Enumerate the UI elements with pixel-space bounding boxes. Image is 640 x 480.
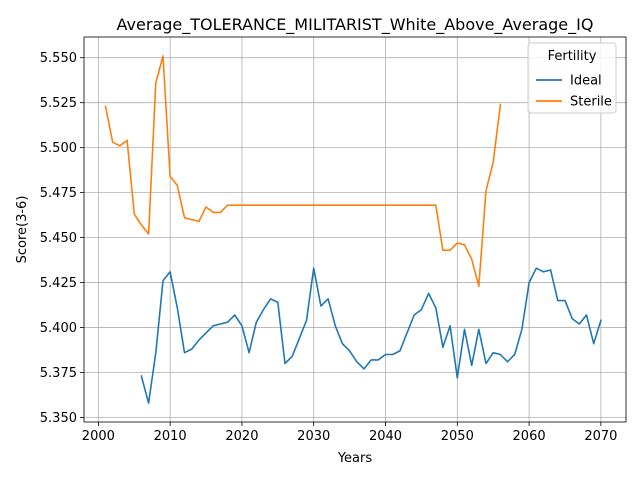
y-axis-label: Score(3-6) xyxy=(15,196,30,264)
y-tick-label: 5.425 xyxy=(40,276,77,291)
legend: Fertility Ideal Sterile xyxy=(527,42,617,114)
legend-label-sterile: Sterile xyxy=(570,95,612,110)
plot-area-frame xyxy=(83,36,627,423)
x-axis-label: Years xyxy=(337,451,373,466)
x-tick-label: 2040 xyxy=(369,429,402,444)
x-tick-label: 2050 xyxy=(441,429,474,444)
y-tick-label: 5.475 xyxy=(40,186,77,201)
chart-title: Average_TOLERANCE_MILITARIST_White_Above… xyxy=(117,15,594,35)
series-line-ideal xyxy=(140,267,602,404)
x-tick-label: 2060 xyxy=(513,429,546,444)
x-tick-label: 2020 xyxy=(225,429,258,444)
legend-entries: Ideal Sterile xyxy=(536,74,612,110)
legend-frame xyxy=(527,42,617,114)
y-axis-ticks: 5.350 5.375 5.400 5.425 5.450 5.475 5.500 5.525… xyxy=(40,51,84,426)
legend-title: Fertility xyxy=(548,49,597,64)
x-tick-label: 2070 xyxy=(584,429,617,444)
legend-label-ideal: Ideal xyxy=(570,74,602,89)
series-line-sterile xyxy=(104,55,502,288)
y-tick-label: 5.525 xyxy=(40,96,77,111)
y-tick-label: 5.450 xyxy=(40,231,77,246)
x-tick-label: 2030 xyxy=(297,429,330,444)
y-tick-label: 5.400 xyxy=(40,321,77,336)
x-axis-ticks: 2000 2010 2020 2030 2040 2050 2060 2070 xyxy=(82,422,617,444)
y-tick-label: 5.375 xyxy=(40,366,77,381)
x-tick-label: 2010 xyxy=(154,429,187,444)
y-tick-label: 5.350 xyxy=(40,411,77,426)
x-tick-label: 2000 xyxy=(82,429,115,444)
y-tick-label: 5.550 xyxy=(40,51,77,66)
series-lines xyxy=(104,55,602,404)
y-tick-label: 5.500 xyxy=(40,141,77,156)
